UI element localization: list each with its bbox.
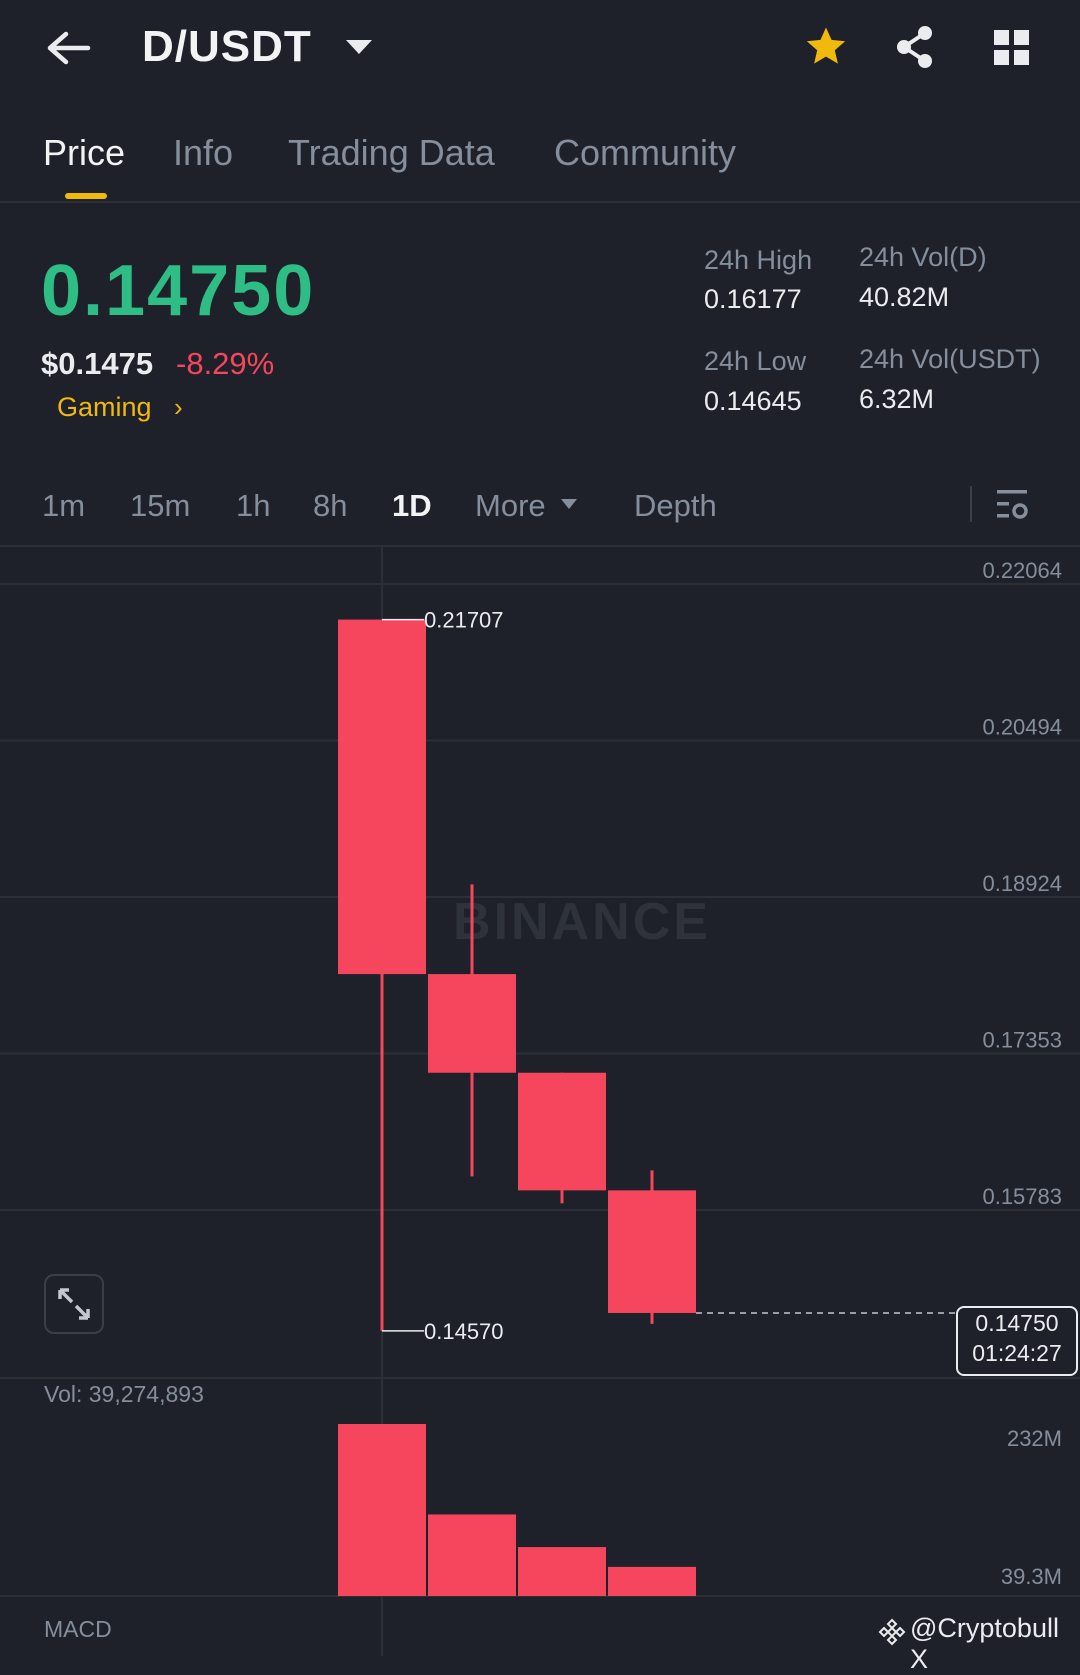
- candle-countdown: 01:24:27: [972, 1340, 1062, 1366]
- volume-bar: [608, 1566, 696, 1596]
- volume-tick-label: 232M: [1007, 1426, 1062, 1451]
- usd-price: $0.1475: [41, 346, 154, 381]
- price-tick-label: 0.20494: [982, 714, 1062, 739]
- vol-base-value: 40.82M: [859, 282, 950, 312]
- last-price: 0.14750: [41, 251, 316, 331]
- settings-separator: [970, 486, 972, 522]
- caret-down-icon[interactable]: [561, 499, 577, 509]
- category-tag-link[interactable]: Gaming: [57, 392, 152, 422]
- high-value: 0.16177: [704, 284, 802, 314]
- interval-1h[interactable]: 1h: [236, 488, 271, 523]
- macd-label[interactable]: MACD: [44, 1616, 112, 1642]
- interval-15m[interactable]: 15m: [130, 488, 191, 523]
- low-label: 24h Low: [704, 346, 807, 376]
- binance-logo-icon: [878, 1618, 906, 1646]
- change-percent: -8.29%: [176, 346, 275, 381]
- share-icon[interactable]: [893, 24, 937, 70]
- back-arrow-icon[interactable]: [44, 26, 96, 70]
- candle-body: [428, 974, 516, 1073]
- credit-watermark: @Cryptobull X: [910, 1613, 1059, 1674]
- tab-info[interactable]: Info: [173, 132, 234, 173]
- chevron-right-icon[interactable]: ›: [174, 392, 183, 422]
- price-tick-label: 0.17353: [982, 1028, 1062, 1053]
- interval-more[interactable]: More: [475, 488, 546, 523]
- current-price-tag: 0.14750 01:24:27: [956, 1306, 1078, 1376]
- volume-bar: [428, 1514, 516, 1596]
- chart-watermark: BINANCE: [453, 893, 711, 951]
- volume-bar: [518, 1547, 606, 1596]
- tab-price[interactable]: Price: [43, 132, 126, 173]
- volume-bar: [338, 1424, 426, 1596]
- grid-icon[interactable]: [992, 28, 1032, 68]
- chart-top-divider: [0, 545, 1080, 547]
- depth-tab[interactable]: Depth: [634, 488, 717, 523]
- vol-quote-label: 24h Vol(USDT): [859, 344, 1041, 374]
- candle-body: [338, 619, 426, 975]
- interval-1d[interactable]: 1D: [392, 488, 432, 523]
- volume-label: Vol: 39,274,893: [44, 1381, 204, 1407]
- pair-title[interactable]: D/USDT: [142, 22, 312, 71]
- tabs-divider: [0, 201, 1080, 203]
- vol-base-label: 24h Vol(D): [859, 242, 987, 272]
- active-tab-indicator: [65, 193, 107, 199]
- expand-chart-button[interactable]: [44, 1274, 104, 1334]
- vol-quote-value: 6.32M: [859, 384, 935, 414]
- interval-1m[interactable]: 1m: [42, 488, 86, 523]
- price-tick-label: 0.15783: [982, 1184, 1062, 1209]
- star-icon[interactable]: [803, 24, 849, 70]
- chevron-down-icon[interactable]: [346, 40, 372, 54]
- interval-8h[interactable]: 8h: [313, 488, 348, 523]
- price-tick-label: 0.22064: [982, 558, 1062, 583]
- expand-icon: [58, 1288, 90, 1320]
- tab-trading-data[interactable]: Trading Data: [288, 132, 495, 173]
- volume-tick-label: 39.3M: [1001, 1564, 1062, 1589]
- price-tick-label: 0.18924: [982, 871, 1062, 896]
- candlestick-chart[interactable]: 0.22064 0.20494 0.18924 0.17353 0.15783 BINAN…: [0, 546, 1080, 1656]
- high-label: 24h High: [704, 245, 813, 275]
- low-value: 0.14645: [704, 386, 802, 416]
- high-marker-label: 0.21707: [424, 608, 504, 633]
- chart-settings-icon[interactable]: [995, 486, 1031, 524]
- tab-community[interactable]: Community: [554, 132, 737, 173]
- low-marker-label: 0.14570: [424, 1319, 504, 1344]
- candle-body: [518, 1072, 606, 1191]
- current-price-value: 0.14750: [975, 1310, 1059, 1336]
- candle-body: [608, 1190, 696, 1313]
